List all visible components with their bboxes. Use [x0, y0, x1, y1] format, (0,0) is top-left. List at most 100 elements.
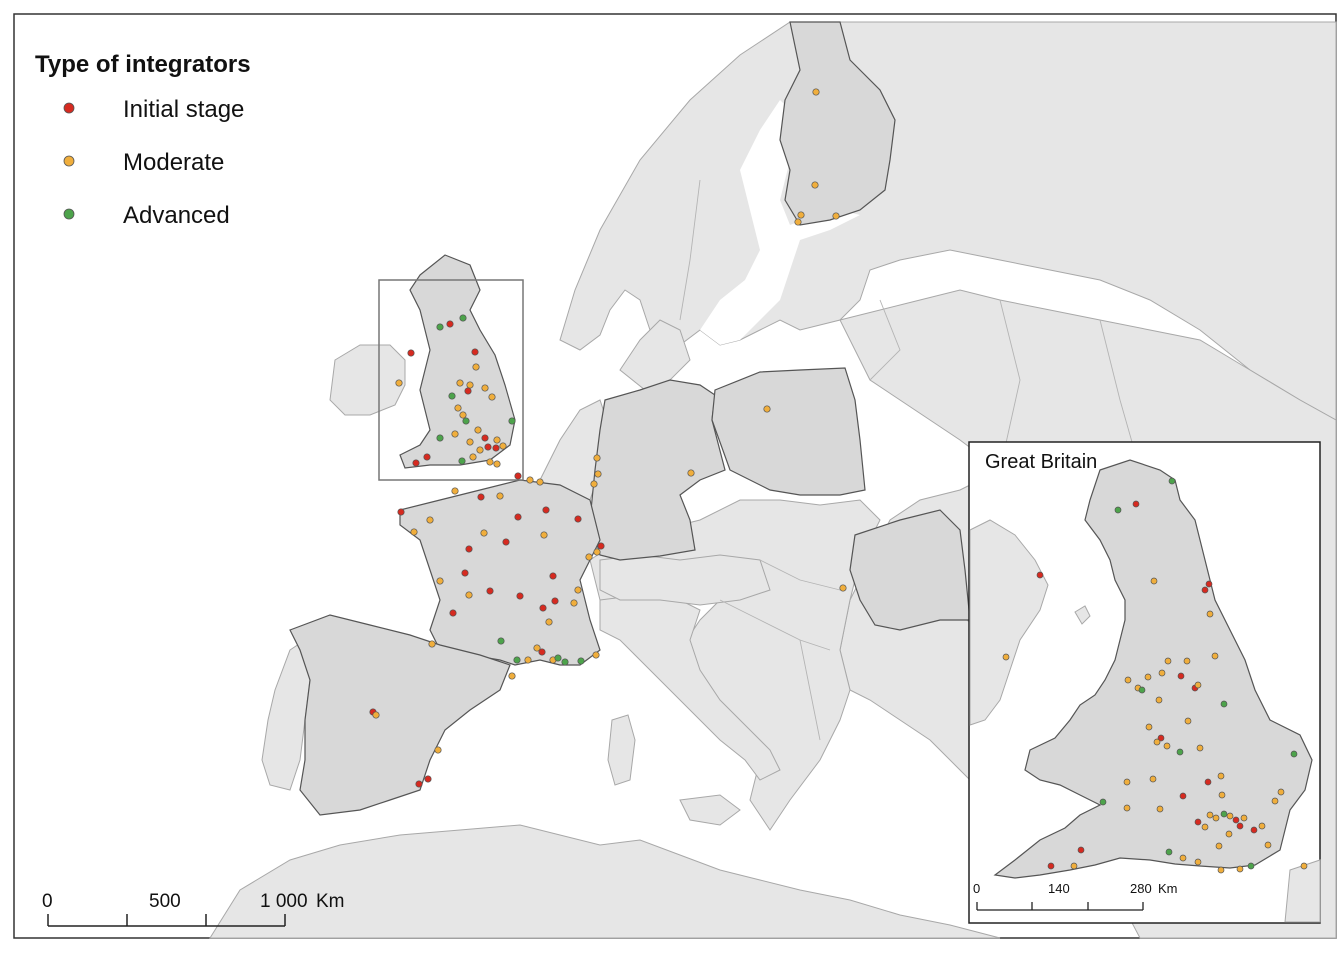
point-moderate: [476, 446, 484, 454]
point-initial: [1204, 778, 1212, 786]
point-initial: [407, 349, 415, 357]
scale-label-500: 500: [149, 891, 181, 912]
point-advanced: [1168, 477, 1176, 485]
point-moderate: [590, 480, 598, 488]
point-moderate: [1300, 862, 1308, 870]
point-initial: [1236, 822, 1244, 830]
inset-land-france-corner: [1284, 859, 1321, 923]
point-moderate: [593, 548, 601, 556]
point-initial: [1077, 846, 1085, 854]
point-moderate: [1158, 669, 1166, 677]
inset-title: Great Britain: [985, 451, 1097, 473]
point-moderate: [1123, 804, 1131, 812]
point-initial: [549, 572, 557, 580]
point-moderate: [526, 476, 534, 484]
land-ireland: [329, 344, 406, 416]
point-initial: [502, 538, 510, 546]
land-north-africa: [209, 824, 1001, 939]
point-moderate: [426, 516, 434, 524]
point-moderate: [410, 528, 418, 536]
point-moderate: [1225, 830, 1233, 838]
inset-land-ireland: [969, 519, 1049, 726]
point-moderate: [488, 393, 496, 401]
point-moderate: [1194, 681, 1202, 689]
point-moderate: [1156, 805, 1164, 813]
point-moderate: [486, 458, 494, 466]
point-moderate: [1258, 822, 1266, 830]
point-advanced: [458, 457, 466, 465]
point-moderate: [474, 426, 482, 434]
legend: Type of integrators Initial stage Modera…: [35, 51, 251, 229]
point-initial: [574, 515, 582, 523]
legend-advanced-label: Advanced: [123, 202, 230, 229]
point-initial: [486, 587, 494, 595]
point-moderate: [395, 379, 403, 387]
study-countries-layer: [289, 21, 971, 816]
point-advanced: [561, 658, 569, 666]
point-moderate: [1002, 653, 1010, 661]
point-initial: [1179, 792, 1187, 800]
point-moderate: [1155, 696, 1163, 704]
legend-title: Type of integrators: [35, 51, 251, 78]
point-moderate: [1236, 865, 1244, 873]
point-initial: [1047, 862, 1055, 870]
point-moderate: [812, 88, 820, 96]
legend-initial-swatch: [63, 102, 75, 114]
point-moderate: [687, 469, 695, 477]
point-moderate: [465, 591, 473, 599]
point-initial: [1205, 580, 1213, 588]
point-initial: [1036, 571, 1044, 579]
point-moderate: [1218, 791, 1226, 799]
point-moderate: [451, 487, 459, 495]
land-sicily: [679, 794, 741, 826]
point-moderate: [1277, 788, 1285, 796]
point-advanced: [577, 657, 585, 665]
inset-scale-label-280: 280: [1130, 881, 1152, 896]
point-moderate: [1124, 676, 1132, 684]
point-moderate: [763, 405, 771, 413]
point-initial: [1132, 500, 1140, 508]
point-moderate: [481, 384, 489, 392]
point-moderate: [1163, 742, 1171, 750]
scale-label-0: 0: [42, 891, 53, 912]
point-moderate: [574, 586, 582, 594]
inset-scale-label-140: 140: [1048, 881, 1070, 896]
point-initial: [423, 453, 431, 461]
point-moderate: [1201, 823, 1209, 831]
point-moderate: [593, 454, 601, 462]
point-moderate: [594, 470, 602, 478]
point-initial: [446, 320, 454, 328]
point-moderate: [1150, 577, 1158, 585]
point-moderate: [1271, 797, 1279, 805]
point-initial: [412, 459, 420, 467]
point-moderate: [1149, 775, 1157, 783]
inset-scale-unit: Km: [1158, 881, 1178, 896]
point-initial: [461, 569, 469, 577]
scale-bar: 0 500 1 000 Km: [42, 891, 345, 927]
inset-scale-bar: 0 140 280 Km: [973, 881, 1178, 911]
point-advanced: [462, 417, 470, 425]
point-initial: [514, 513, 522, 521]
point-initial: [1250, 826, 1258, 834]
point-advanced: [448, 392, 456, 400]
point-initial: [484, 443, 492, 451]
point-moderate: [496, 492, 504, 500]
point-advanced: [1099, 798, 1107, 806]
point-advanced: [1247, 862, 1255, 870]
sea-baltic: [700, 100, 860, 345]
point-initial: [539, 604, 547, 612]
point-moderate: [1226, 812, 1234, 820]
point-initial: [1157, 734, 1165, 742]
point-initial: [516, 592, 524, 600]
scale-label-1000: 1 000: [260, 891, 308, 912]
point-moderate: [480, 529, 488, 537]
point-moderate: [797, 211, 805, 219]
point-moderate: [466, 381, 474, 389]
inset-great-britain: Great Britain 0 140 280 Km: [968, 441, 1321, 924]
point-initial: [597, 542, 605, 550]
point-moderate: [545, 618, 553, 626]
point-initial: [424, 775, 432, 783]
point-advanced: [459, 314, 467, 322]
point-advanced: [497, 637, 505, 645]
